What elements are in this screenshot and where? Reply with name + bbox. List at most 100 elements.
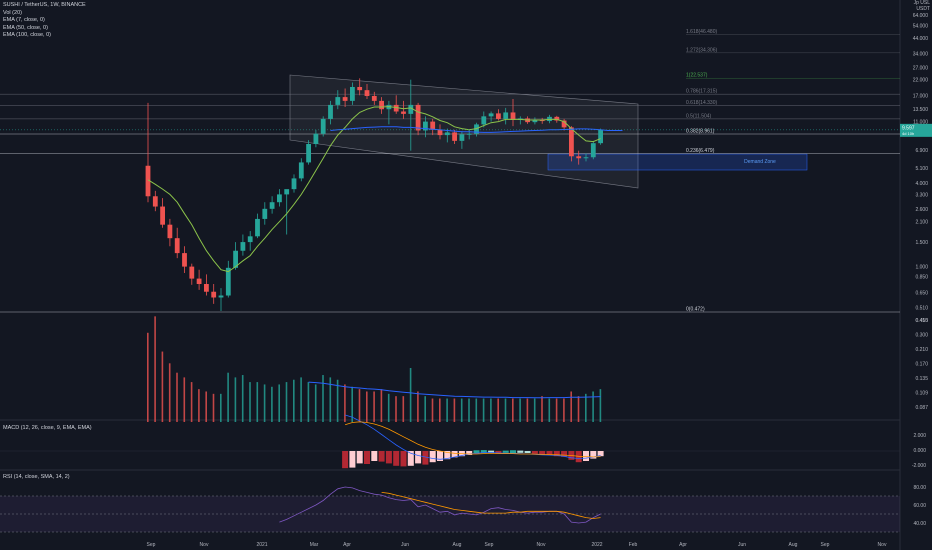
macd-histogram-bar (364, 451, 370, 464)
time-axis-tick: Aug (789, 542, 798, 548)
volume-bar (439, 398, 441, 422)
candle-body (152, 196, 158, 207)
macd-axis-tick: -2.000 (912, 463, 926, 469)
macd-histogram-bar (378, 451, 385, 462)
volume-bar (198, 389, 200, 422)
volume-axis-tick: 0.109 (915, 391, 928, 397)
volume-bar (519, 398, 521, 422)
candle-body (342, 97, 348, 101)
volume-bar (417, 391, 419, 422)
volume-bar (329, 377, 332, 422)
candle-body (371, 95, 377, 101)
volume-bar (227, 372, 229, 422)
volume-bar (278, 384, 280, 422)
fib-level-label: 0.5(11.504) (686, 113, 712, 119)
ema50-line (330, 126, 623, 133)
macd-histogram-bar (422, 451, 429, 465)
last-price-value: 9.597 (902, 125, 915, 131)
volume-bar (373, 391, 375, 422)
volume-bar (592, 391, 594, 422)
ema7-line (147, 106, 601, 273)
price-axis-tick: 27.000 (913, 65, 929, 71)
volume-bar (249, 382, 251, 422)
rsi-axis-tick: 40.00 (913, 521, 926, 527)
ema100-indicator-label[interactable]: EMA (100, close, 0) (3, 32, 51, 39)
macd-histogram-bar (437, 451, 443, 461)
time-axis-tick: 2022 (591, 542, 602, 548)
candle-body (503, 112, 509, 119)
volume-bar (220, 393, 222, 422)
ema50-indicator-label[interactable]: EMA (50, close, 0) (3, 24, 48, 31)
candle-body (284, 189, 290, 195)
time-axis-tick: Nov (878, 542, 887, 548)
volume-axis-tick: 0.170 (915, 362, 928, 368)
macd-pane-label[interactable]: MACD (12, 26, close, 9, EMA, EMA) (3, 425, 92, 431)
volume-bar (285, 382, 288, 422)
time-axis-tick: Sep (485, 542, 494, 548)
macd-histogram-bar (356, 451, 363, 464)
time-axis-tick: Nov (537, 542, 546, 548)
volume-bar (533, 398, 536, 422)
volume-indicator-label[interactable]: Vol (20) (3, 9, 22, 16)
volume-bar (475, 398, 478, 422)
price-axis-tick: 22.000 (913, 78, 929, 84)
macd-histogram-bar (444, 451, 451, 460)
volume-bar (453, 398, 456, 422)
candle-body (466, 133, 472, 135)
currency-line2: USDT (916, 6, 930, 12)
volume-bar (446, 398, 448, 422)
volume-bar (263, 384, 266, 422)
volume-bar (161, 351, 164, 422)
rsi-pane-label[interactable]: RSI (14, close, SMA, 14, 2) (3, 474, 70, 480)
volume-bar (366, 391, 368, 422)
candle-body (379, 100, 384, 110)
volume-bar (555, 398, 558, 422)
volume-bar (234, 377, 237, 422)
candle-body (350, 86, 355, 101)
demand-zone-label: Demand Zone (744, 159, 776, 165)
macd-histogram-bar (407, 451, 414, 466)
fib-level-label: 1.272(34.306) (686, 47, 717, 53)
macd-histogram-bar (561, 451, 568, 457)
candle-body (415, 104, 421, 131)
volume-bar (183, 377, 186, 422)
volume-axis-tick: 0.087 (915, 405, 928, 411)
macd-histogram-bar (385, 451, 392, 464)
price-axis-tick: 54.000 (913, 23, 929, 29)
macd-histogram-bar (502, 450, 509, 453)
price-axis-tick: 34.000 (913, 51, 929, 57)
volume-bar (468, 398, 470, 422)
macd-axis-tick: 2.000 (913, 433, 926, 439)
price-axis-tick: 3.300 (915, 192, 928, 198)
candle-body (357, 86, 363, 91)
macd-histogram-bar (539, 451, 546, 455)
volume-bar (307, 382, 310, 422)
candle-body (196, 278, 202, 284)
price-axis-tick: 2.100 (915, 220, 928, 226)
volume-axis-tick: 0.210 (915, 347, 928, 353)
currency-label[interactable]: Jp USL USDT (914, 0, 932, 12)
candle-body (306, 143, 311, 163)
symbol-label[interactable]: SUSHI / TetherUS, 1W, BINANCE (3, 2, 86, 8)
volume-bar (526, 398, 529, 422)
price-axis-tick: 0.850 (915, 274, 928, 280)
ema7-indicator-label[interactable]: EMA (7, close, 0) (3, 17, 45, 24)
candle-body (452, 132, 457, 141)
volume-bar (504, 398, 507, 422)
candle-body (218, 295, 224, 298)
candle-body (481, 116, 487, 125)
rsi-axis-tick: 80.00 (913, 485, 926, 491)
candle-body (430, 121, 436, 130)
time-axis-tick: Mar (310, 542, 319, 548)
price-axis-tick: 0.415 (915, 318, 928, 324)
macd-histogram-bar (597, 451, 604, 457)
macd-histogram-bar (590, 451, 597, 459)
fib-level-label: 1(22.537) (686, 73, 708, 79)
volume-bar (490, 398, 492, 422)
time-axis-tick: Aug (453, 542, 462, 548)
macd-histogram-bar (480, 450, 487, 454)
volume-bar (431, 398, 434, 422)
fib-level-label: 0(0.472) (686, 307, 705, 313)
time-axis-tick: 2021 (256, 542, 267, 548)
